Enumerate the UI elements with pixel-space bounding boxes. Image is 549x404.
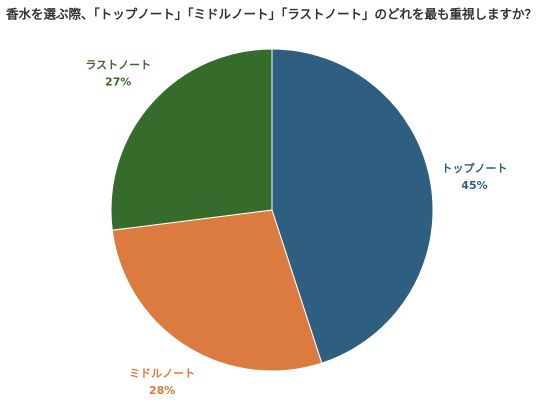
chart-title: 香水を選ぶ際、「トップノート」「ミドルノート」「ラストノート」のどれを最も重視し… [5,7,537,22]
slice-value-label: 27% [105,75,131,88]
pie-slice [110,48,273,231]
slice-label: ミドルノート [129,367,195,380]
slice-label: トップノート [441,161,507,175]
slice-value-label: 28% [149,384,175,397]
pie-slice [111,209,323,372]
pie-slice [271,48,434,364]
slice-value-label: 45% [461,179,487,192]
slice-label: ラストノート [85,58,151,71]
